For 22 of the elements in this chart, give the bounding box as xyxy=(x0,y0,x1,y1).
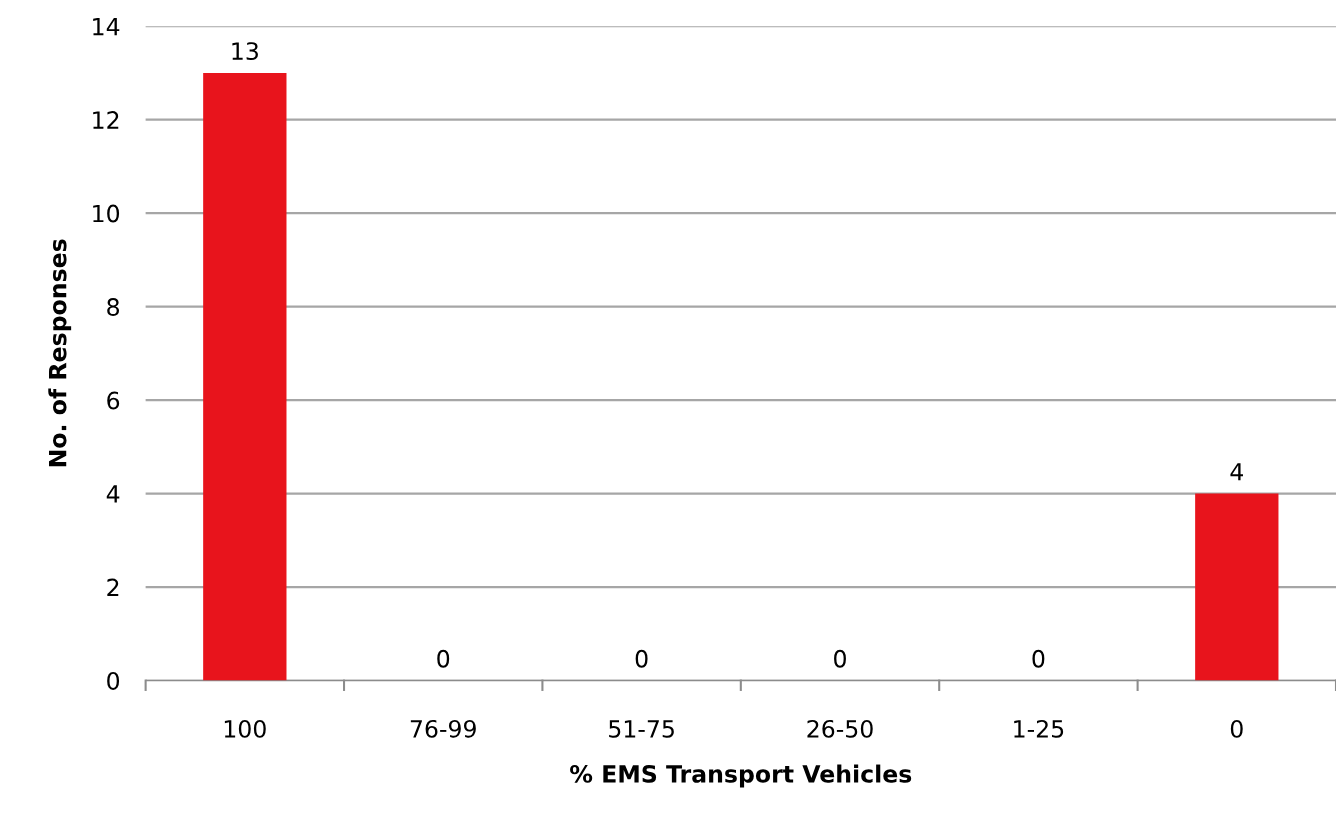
y-tick-label: 6 xyxy=(107,391,120,410)
data-label: 0 xyxy=(834,649,846,668)
y-tick-label: 4 xyxy=(106,485,120,503)
y-tick-label: 2 xyxy=(107,578,119,597)
y-tick-label: 0 xyxy=(107,672,120,690)
y-tick-label: 10 xyxy=(93,204,120,223)
x-tick-label: 100 xyxy=(224,719,266,738)
x-tick-label: 1-25 xyxy=(1014,719,1064,738)
data-label: 4 xyxy=(1230,463,1243,481)
y-axis-title: No. of Responses xyxy=(48,239,72,467)
data-label: 0 xyxy=(1032,649,1045,668)
y-tick-label: 14 xyxy=(93,17,120,36)
y-tick-label: 8 xyxy=(107,298,120,316)
data-label: 0 xyxy=(437,649,450,668)
data-label: 0 xyxy=(635,649,648,668)
x-tick-label: 51-75 xyxy=(609,720,674,738)
x-axis-title: % EMS Transport Vehicles xyxy=(570,764,912,788)
x-tick-label: 0 xyxy=(1230,719,1243,738)
data-label: 13 xyxy=(232,42,258,61)
y-tick-label: 12 xyxy=(93,111,119,129)
x-tick-label: 26-50 xyxy=(807,719,873,738)
x-tick-label: 76-99 xyxy=(410,719,476,738)
